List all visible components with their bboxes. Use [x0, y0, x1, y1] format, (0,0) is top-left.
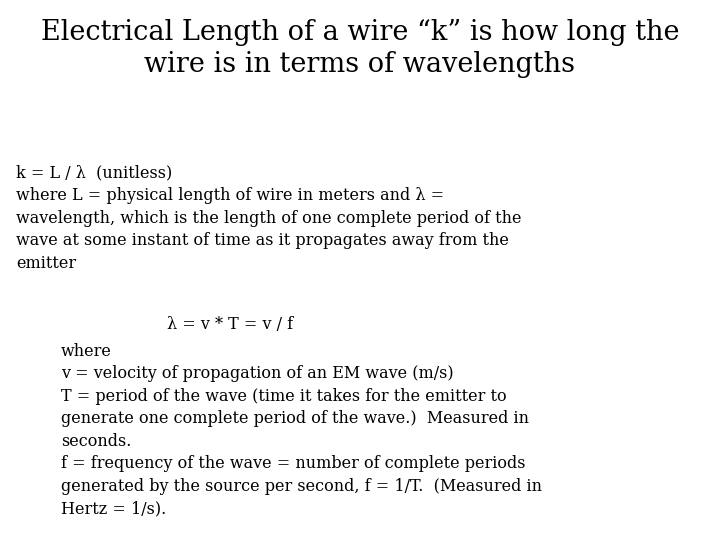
Text: λ = v * T = v / f: λ = v * T = v / f — [167, 316, 294, 333]
Text: k = L / λ  (unitless)
where L = physical length of wire in meters and λ =
wavele: k = L / λ (unitless) where L = physical … — [16, 165, 521, 272]
Text: where
v = velocity of propagation of an EM wave (m/s)
T = period of the wave (ti: where v = velocity of propagation of an … — [61, 343, 542, 517]
Text: Electrical Length of a wire “k” is how long the
wire is in terms of wavelengths: Electrical Length of a wire “k” is how l… — [41, 19, 679, 78]
